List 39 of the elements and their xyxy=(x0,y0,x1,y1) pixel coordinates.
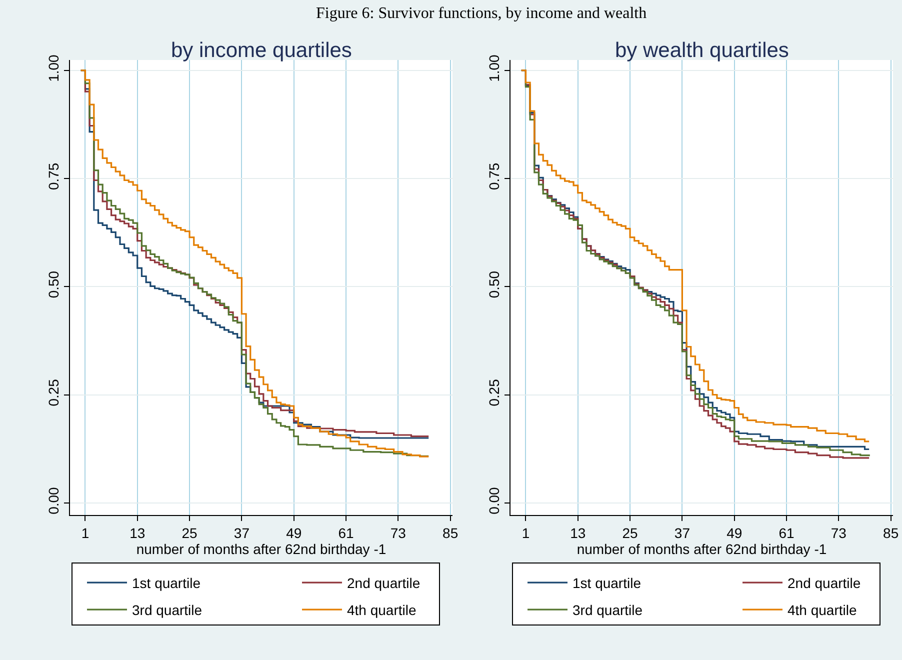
x-tick-label: 61 xyxy=(338,524,354,541)
y-tick-label: 0.50 xyxy=(486,270,502,298)
y-tick-label: 0.25 xyxy=(45,378,62,406)
x-tick-label: 37 xyxy=(674,524,690,541)
y-tick-label: 0.00 xyxy=(45,486,62,514)
x-tick-label: 1 xyxy=(522,524,530,541)
x-tick-label: 37 xyxy=(234,524,250,541)
y-tick-label: 0.50 xyxy=(45,270,62,298)
x-tick-label: 61 xyxy=(778,524,795,541)
chart-title: by wealth quartiles xyxy=(615,39,789,62)
x-axis-title: number of months after 62nd birthday -1 xyxy=(136,540,386,557)
y-tick-label: 0.75 xyxy=(486,162,502,190)
legend-label: 1st quartile xyxy=(572,575,642,592)
x-tick-label: 85 xyxy=(883,524,899,541)
x-tick-label: 73 xyxy=(390,524,406,541)
x-tick-label: 25 xyxy=(622,524,638,541)
legend-label: 4th quartile xyxy=(788,602,857,618)
x-tick-label: 13 xyxy=(570,524,586,541)
legend-label: 2nd quartile xyxy=(347,575,420,592)
chart-title: by income quartiles xyxy=(171,39,352,62)
x-tick-label: 1 xyxy=(81,524,90,541)
x-tick-label: 85 xyxy=(442,524,458,541)
y-tick-label: 1.00 xyxy=(486,54,502,82)
x-tick-label: 49 xyxy=(286,524,302,541)
y-tick-label: 0.25 xyxy=(486,378,502,406)
legend-label: 1st quartile xyxy=(132,575,201,592)
legend-label: 3rd quartile xyxy=(132,602,202,618)
y-tick-label: 0.75 xyxy=(45,162,62,190)
y-tick-label: 0.00 xyxy=(486,486,502,514)
legend-label: 4th quartile xyxy=(347,602,416,618)
x-tick-label: 25 xyxy=(182,524,198,541)
x-tick-label: 13 xyxy=(130,524,146,541)
caption: Figure 6: Survivor functions, by income and wealth xyxy=(316,5,647,22)
x-tick-label: 49 xyxy=(726,524,742,541)
x-tick-label: 73 xyxy=(830,524,847,541)
y-tick-label: 1.00 xyxy=(45,54,62,82)
legend-label: 2nd quartile xyxy=(788,575,861,592)
legend-label: 3rd quartile xyxy=(572,602,643,618)
x-axis-title: number of months after 62nd birthday -1 xyxy=(576,540,827,557)
